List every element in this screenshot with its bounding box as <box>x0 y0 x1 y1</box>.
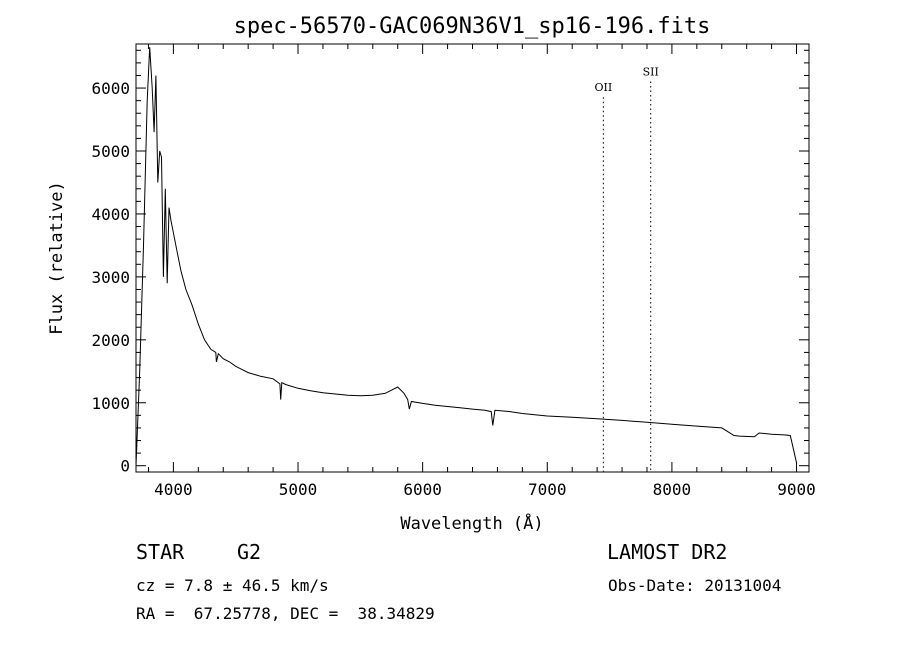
y-tick-label: 5000 <box>91 142 130 161</box>
emission-line-label: OII <box>595 81 613 94</box>
object-class: STAR <box>136 540 185 564</box>
x-tick-label: 7000 <box>528 480 567 499</box>
emission-line-markers <box>602 81 652 472</box>
coordinates: RA = 67.25778, DEC = 38.34829 <box>136 604 435 623</box>
x-axis-label: Wavelength (Å) <box>400 512 543 534</box>
observation-date: Obs-Date: 20131004 <box>608 576 782 595</box>
object-subclass: G2 <box>237 540 262 564</box>
spectrum-line <box>135 47 797 466</box>
x-tick-label: 4000 <box>154 480 193 499</box>
y-tick-label: 4000 <box>91 205 130 224</box>
y-axis: 0 1000 2000 3000 4000 5000 6000 <box>91 49 809 476</box>
x-axis: 4000 5000 6000 7000 8000 9000 <box>147 44 816 499</box>
y-tick-label: 3000 <box>91 268 130 287</box>
emission-line-label: SII <box>643 65 659 78</box>
y-tick-label: 2000 <box>91 331 130 350</box>
emission-line-labels: OII SII <box>595 65 659 94</box>
y-tick-label: 6000 <box>91 79 130 98</box>
chart-title: spec-56570-GAC069N36V1_sp16-196.fits <box>234 14 711 39</box>
redshift-cz: cz = 7.8 ± 46.5 km/s <box>136 576 329 595</box>
survey-name: LAMOST DR2 <box>607 540 728 564</box>
y-tick-label: 0 <box>120 457 130 476</box>
x-tick-label: 9000 <box>777 480 816 499</box>
y-tick-label: 1000 <box>91 394 130 413</box>
plot-frame <box>135 43 810 473</box>
x-tick-label: 5000 <box>279 480 318 499</box>
x-tick-label: 6000 <box>403 480 442 499</box>
y-axis-label: Flux (relative) <box>47 181 67 335</box>
x-tick-label: 8000 <box>653 480 692 499</box>
